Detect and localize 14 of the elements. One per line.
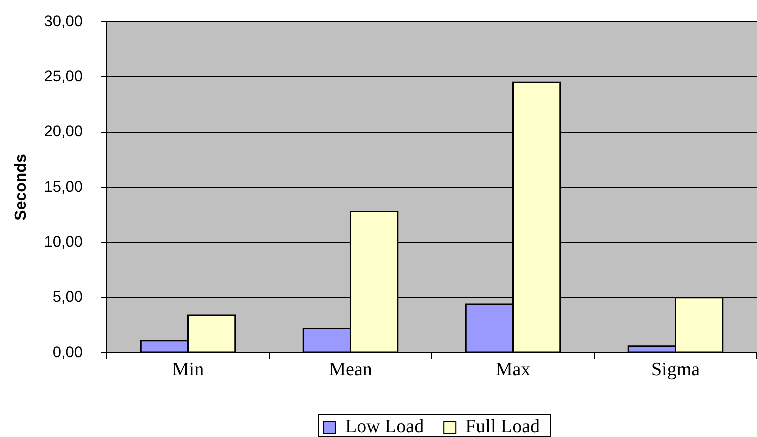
x-tick-label: Mean bbox=[329, 359, 373, 380]
y-tick-label: 10,00 bbox=[44, 234, 84, 251]
y-tick-label: 30,00 bbox=[44, 13, 84, 30]
y-tick-label: 25,00 bbox=[44, 68, 84, 86]
y-tick-label: 0,00 bbox=[52, 344, 84, 362]
x-tick-label: Min bbox=[172, 359, 205, 380]
y-axis-title: Seconds bbox=[13, 154, 30, 221]
legend-label: Low Load bbox=[345, 416, 425, 437]
y-tick-label: 5,00 bbox=[52, 289, 84, 306]
y-tick-label: 15,00 bbox=[44, 178, 84, 196]
y-tick-label: 20,00 bbox=[44, 124, 84, 141]
legend-label: Full Load bbox=[466, 416, 541, 437]
x-tick-label: Max bbox=[496, 359, 532, 380]
x-tick-label: Sigma bbox=[651, 359, 701, 380]
